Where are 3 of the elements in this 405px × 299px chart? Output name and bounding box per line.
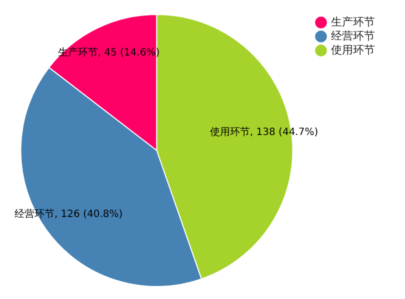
legend-label: 经营环节 [331, 29, 375, 42]
legend-label: 使用环节 [331, 43, 375, 56]
legend-label: 生产环节 [331, 15, 375, 28]
